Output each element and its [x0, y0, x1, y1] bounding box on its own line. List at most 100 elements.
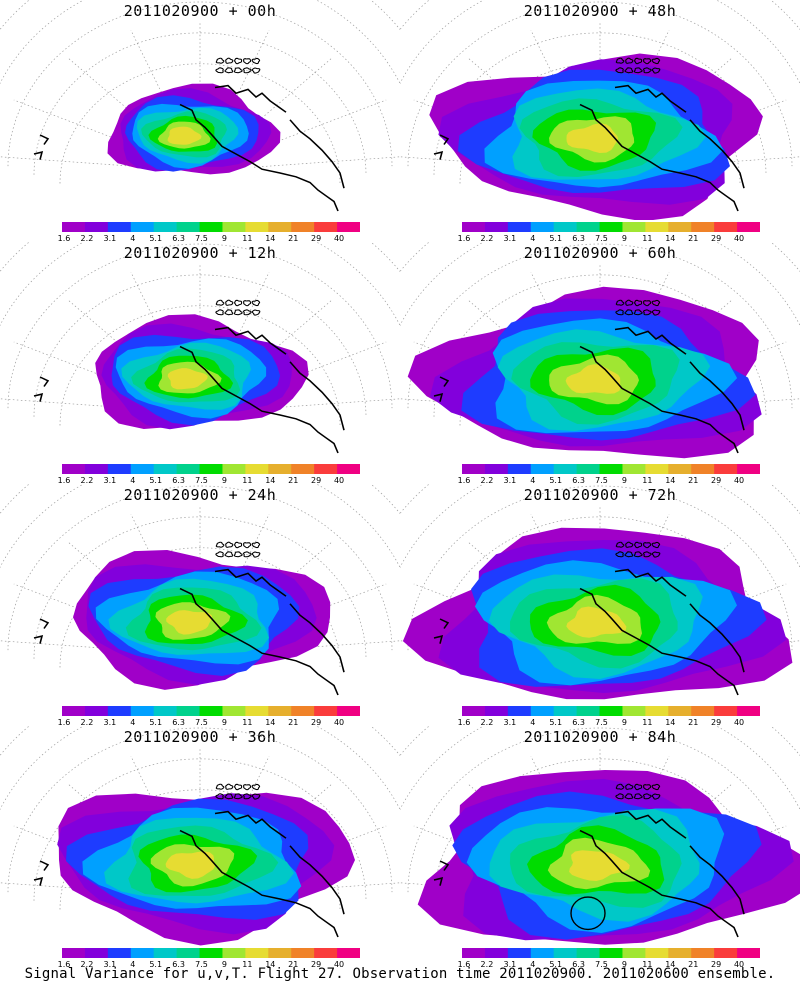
colorbar-tick-label: 4	[130, 234, 136, 243]
colorbar-swatch	[84, 464, 109, 474]
arctic-island	[624, 551, 634, 558]
arctic-island	[251, 299, 261, 307]
graticule-line	[0, 0, 400, 85]
variance-map	[0, 484, 400, 696]
graticule-line	[7, 243, 393, 409]
colorbar-tick-label: 9	[221, 718, 227, 727]
colorbar-swatch	[737, 464, 760, 474]
colorbar-tick-label: 11	[242, 960, 253, 969]
colorbar-swatch	[530, 706, 555, 716]
panel-title: 2011020900 + 84h	[523, 728, 677, 746]
colorbar-swatch	[553, 706, 578, 716]
colorbar-tick-label: 3.1	[103, 718, 117, 727]
colorbar-tick-label: 11	[642, 718, 653, 727]
colorbar-tick-label: 14	[265, 960, 276, 969]
colorbar-tick-label: 6.3	[572, 718, 585, 727]
arctic-island	[624, 309, 634, 316]
graticule-line	[407, 727, 793, 893]
colorbar	[62, 706, 360, 716]
colorbar-swatch	[645, 222, 669, 232]
arctic-island	[224, 67, 234, 74]
colorbar-swatch	[576, 948, 601, 958]
graticule-line	[33, 274, 367, 417]
graticule-line	[59, 63, 341, 184]
colorbar-tick-label: 2.2	[80, 960, 94, 969]
colorbar-tick-label: 21	[688, 234, 699, 243]
colorbar-tick-label: 29	[711, 234, 722, 243]
colorbar-tick-label: 6.3	[172, 960, 185, 969]
arctic-island	[651, 793, 661, 800]
colorbar-swatch	[668, 948, 692, 958]
colorbar-tick-label: 9	[221, 234, 227, 243]
forecast-panel: 2011020900 + 48h 1.6 2.2 3.1 4 5.1 6.3 7.5 9 11 14…	[400, 0, 800, 243]
colorbar-swatch	[622, 222, 646, 232]
graticule-line	[400, 726, 800, 811]
colorbar-swatch	[107, 948, 132, 958]
colorbar-tick-label: 11	[242, 234, 253, 243]
colorbar-swatch	[484, 706, 509, 716]
panel-title: 2011020900 + 00h	[123, 2, 277, 20]
graticule-line	[407, 1, 793, 167]
highlight-circle	[570, 896, 606, 931]
graticule-line	[400, 0, 800, 85]
colorbar-tick-label: 6.3	[572, 960, 585, 969]
variance-contour	[167, 368, 208, 390]
variance-map	[0, 0, 400, 212]
colorbar-tick-label: 5.1	[549, 960, 563, 969]
colorbar-swatch	[622, 706, 646, 716]
arctic-island	[215, 309, 224, 316]
colorbar-swatch	[84, 948, 109, 958]
arctic-island	[624, 67, 634, 74]
colorbar-swatch	[337, 464, 360, 474]
colorbar-tick-label: 14	[265, 476, 276, 485]
colorbar-swatch	[599, 706, 623, 716]
colorbar-swatch	[576, 464, 601, 474]
colorbar-swatch	[337, 948, 360, 958]
arctic-island	[251, 551, 261, 558]
arctic-island	[251, 309, 261, 316]
colorbar-swatch	[337, 222, 360, 232]
colorbar-swatch	[153, 706, 178, 716]
colorbar-tick-label: 2.2	[80, 476, 94, 485]
variance-map	[0, 726, 400, 946]
colorbar-tick-label: 14	[665, 234, 676, 243]
arctic-island	[215, 57, 225, 64]
colorbar-swatch	[484, 464, 509, 474]
colorbar-swatch	[484, 948, 509, 958]
graticule-line	[7, 727, 393, 893]
colorbar-swatch	[245, 464, 269, 474]
graticule-line	[231, 783, 334, 870]
arctic-island	[234, 541, 243, 549]
colorbar	[462, 706, 760, 716]
colorbar-swatch	[714, 464, 738, 474]
colorbar-tick-label: 21	[288, 476, 299, 485]
coastline	[433, 568, 745, 696]
colorbar-tick-label: 7.5	[595, 476, 608, 485]
colorbar-tick-label: 11	[242, 718, 253, 727]
colorbar-swatch	[645, 464, 669, 474]
colorbar-tick-label: 11	[242, 476, 253, 485]
colorbar-swatch	[176, 948, 201, 958]
graticule-line	[33, 32, 367, 175]
arctic-island	[643, 67, 652, 74]
arctic-island	[225, 57, 234, 64]
colorbar-swatch	[530, 222, 555, 232]
colorbar-swatch	[462, 706, 486, 716]
arctic-island	[643, 309, 652, 316]
coastline	[433, 84, 745, 212]
colorbar-swatch	[199, 464, 223, 474]
colorbar-swatch	[314, 706, 338, 716]
colorbar-swatch	[645, 706, 669, 716]
arctic-island	[615, 551, 624, 558]
colorbar-tick-label: 29	[311, 960, 322, 969]
colorbar-swatch	[130, 948, 155, 958]
arctic-island	[233, 67, 243, 74]
arctic-island	[243, 309, 252, 316]
arctic-island	[243, 784, 252, 791]
figure-caption: Signal Variance for u,v,T. Flight 27. Ob…	[24, 966, 776, 982]
colorbar-swatch	[107, 706, 132, 716]
variance-map	[400, 0, 800, 220]
colorbar-swatch	[668, 706, 692, 716]
arctic-island	[224, 309, 234, 316]
panel-title: 2011020900 + 72h	[523, 486, 677, 504]
